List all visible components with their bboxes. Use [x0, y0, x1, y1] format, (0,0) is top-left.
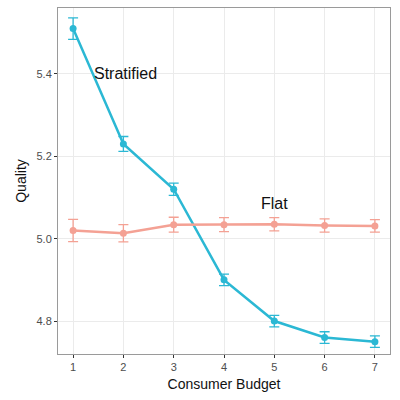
svg-text:Consumer Budget: Consumer Budget	[168, 376, 281, 392]
svg-text:Stratified: Stratified	[94, 65, 157, 82]
svg-text:Quality: Quality	[13, 159, 29, 203]
svg-text:2: 2	[120, 361, 126, 373]
svg-text:3: 3	[171, 361, 177, 373]
svg-text:6: 6	[322, 361, 328, 373]
svg-text:4: 4	[221, 361, 227, 373]
svg-text:1: 1	[70, 361, 76, 373]
svg-text:Flat: Flat	[261, 195, 288, 212]
svg-text:5.4: 5.4	[37, 68, 52, 80]
svg-text:4.8: 4.8	[37, 315, 52, 327]
svg-text:5.2: 5.2	[37, 150, 52, 162]
svg-text:7: 7	[372, 361, 378, 373]
svg-text:5: 5	[271, 361, 277, 373]
svg-text:5.0: 5.0	[37, 233, 52, 245]
